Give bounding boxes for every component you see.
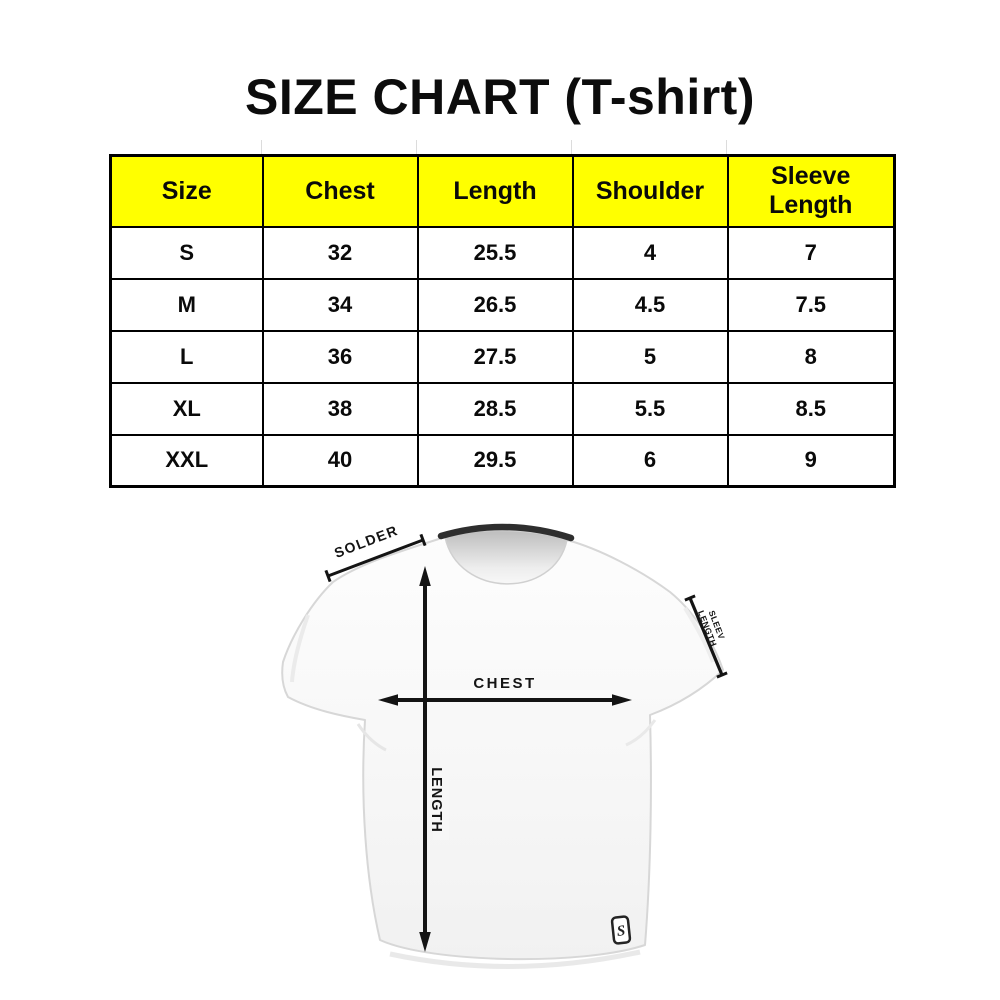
table-row: XXL 40 29.5 6 9	[109, 433, 896, 488]
chest-arrow	[378, 694, 632, 706]
size-cell: XL	[109, 381, 264, 436]
shoulder-cell: 5.5	[571, 381, 729, 436]
table-row: M 34 26.5 4.5 7.5	[109, 277, 896, 332]
sleeve-length-cell: 8	[726, 329, 896, 384]
size-cell: L	[109, 329, 264, 384]
column-header-size: Size	[109, 154, 264, 228]
sleeve-measure	[684, 594, 728, 679]
chest-cell: 32	[261, 225, 419, 280]
sleeve-length-cell: 8.5	[726, 381, 896, 436]
tshirt-measurement-diagram: SOLDER LENGTH CHEST SLEEV LENGTH	[281, 522, 728, 969]
chest-cell: 36	[261, 329, 419, 384]
table-row: S 32 25.5 4 7	[109, 225, 896, 280]
size-cell: M	[109, 277, 264, 332]
tshirt-graphic	[281, 528, 724, 961]
size-cell: S	[109, 225, 264, 280]
hem-shadow	[389, 949, 641, 969]
armpit-shading	[625, 719, 657, 747]
length-cell: 25.5	[416, 225, 574, 280]
armpit-shading	[356, 723, 387, 752]
size-table: Size Chest Length Shoulder Sleeve Length…	[109, 154, 896, 488]
chest-label: CHEST	[473, 675, 536, 692]
length-label-group: LENGTH	[428, 760, 449, 840]
length-cell: 28.5	[416, 381, 574, 436]
table-header-row: Size Chest Length Shoulder Sleeve Length	[109, 154, 896, 228]
gridline-artifact	[261, 140, 262, 154]
table-row: L 36 27.5 5 8	[109, 329, 896, 384]
gridline-artifact	[726, 140, 727, 154]
chest-cell: 40	[261, 433, 419, 488]
column-header-chest: Chest	[261, 154, 419, 228]
length-arrow	[419, 566, 431, 952]
length-cell: 26.5	[416, 277, 574, 332]
column-header-shoulder: Shoulder	[571, 154, 729, 228]
column-header-sleeve-length: Sleeve Length	[726, 154, 896, 228]
column-header-length: Length	[416, 154, 574, 228]
gridline-artifact	[571, 140, 572, 154]
sleeve-length-cell: 7.5	[726, 277, 896, 332]
gridline-artifact	[416, 140, 417, 154]
table-row: XL 38 28.5 5.5 8.5	[109, 381, 896, 436]
sleeve-length-cell: 7	[726, 225, 896, 280]
chest-cell: 34	[261, 277, 419, 332]
length-label: LENGTH	[428, 767, 444, 833]
shoulder-cell: 4.5	[571, 277, 729, 332]
sleeve-length-cell: 9	[726, 433, 896, 488]
size-cell: XXL	[109, 433, 264, 488]
sleeve-shading	[290, 614, 310, 683]
page-title: SIZE CHART (T-shirt)	[245, 69, 755, 125]
sleeve-shading	[683, 606, 715, 663]
logo-glyph: S	[616, 923, 626, 940]
length-cell: 29.5	[416, 433, 574, 488]
shoulder-cell: 5	[571, 329, 729, 384]
length-cell: 27.5	[416, 329, 574, 384]
shoulder-measure	[324, 533, 427, 583]
shoulder-cell: 6	[571, 433, 729, 488]
chest-cell: 38	[261, 381, 419, 436]
collar-band	[437, 523, 575, 542]
label-backing	[433, 760, 449, 840]
brand-logo-patch: S	[610, 915, 632, 945]
shoulder-cell: 4	[571, 225, 729, 280]
